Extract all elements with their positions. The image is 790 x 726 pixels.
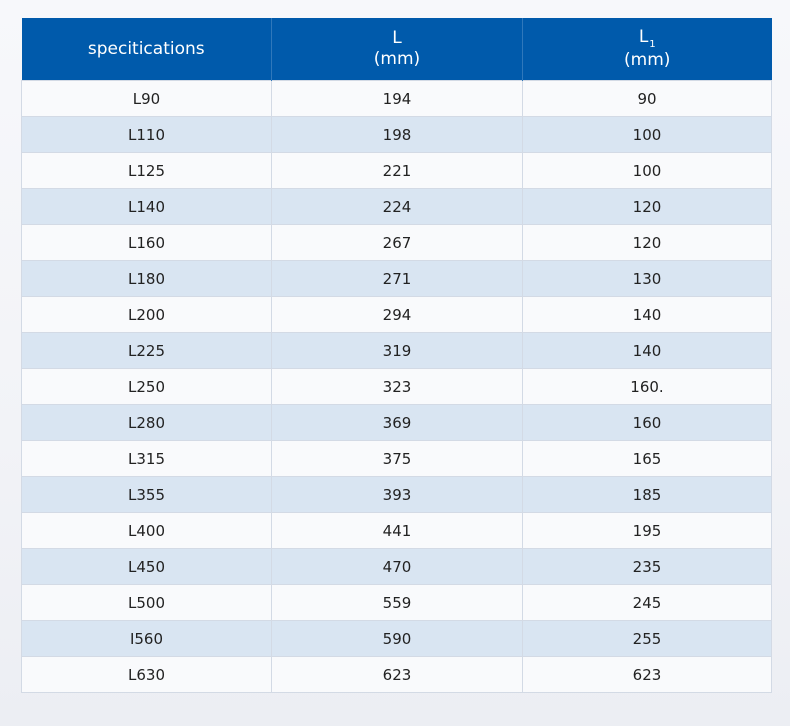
table-row: L160 267 120 xyxy=(21,224,772,261)
spec-cell: L225 xyxy=(21,332,272,369)
table-row: L630 623 623 xyxy=(21,656,772,693)
header-l-unit: (mm) xyxy=(373,49,421,69)
l-cell: 221 xyxy=(271,152,523,189)
table-row: L315 375 165 xyxy=(21,440,772,477)
l1-cell: 160 xyxy=(522,404,772,441)
table-row: L355 393 185 xyxy=(21,476,772,513)
spec-cell: L180 xyxy=(21,260,272,297)
spec-table: specitications L (mm) L1 (mm) L90 194 90 L1… xyxy=(21,18,772,693)
l-cell: 198 xyxy=(271,116,523,153)
table-header: specitications L (mm) L1 (mm) xyxy=(21,18,772,81)
l1-cell: 160. xyxy=(522,368,772,405)
header-l1: L1 (mm) xyxy=(522,18,772,81)
header-l1-label: L1 xyxy=(523,27,772,50)
table-row: L250 323 160. xyxy=(21,368,772,405)
spec-cell: L280 xyxy=(21,404,272,441)
l-cell: 590 xyxy=(271,620,523,657)
spec-cell: L630 xyxy=(21,656,272,693)
spec-cell: L90 xyxy=(21,80,272,117)
spec-cell: L110 xyxy=(21,116,272,153)
l-cell: 294 xyxy=(271,296,523,333)
l-cell: 224 xyxy=(271,188,523,225)
header-l1-subscript: 1 xyxy=(649,39,656,50)
spec-cell: L125 xyxy=(21,152,272,189)
header-l1-main: L xyxy=(638,27,649,47)
table-row: L140 224 120 xyxy=(21,188,772,225)
l1-cell: 140 xyxy=(522,332,772,369)
l1-cell: 120 xyxy=(522,224,772,261)
header-l1-unit: (mm) xyxy=(624,50,671,70)
spec-table-container: specitications L (mm) L1 (mm) L90 194 90 L1… xyxy=(21,18,772,693)
table-row: L500 559 245 xyxy=(21,584,772,621)
spec-cell: L160 xyxy=(21,224,272,261)
spec-cell: L500 xyxy=(21,584,272,621)
table-row: L225 319 140 xyxy=(21,332,772,369)
l-cell: 194 xyxy=(271,80,523,117)
l-cell: 323 xyxy=(271,368,523,405)
l-cell: 267 xyxy=(271,224,523,261)
table-row: L90 194 90 xyxy=(21,80,772,117)
table-row: L400 441 195 xyxy=(21,512,772,549)
spec-cell: L400 xyxy=(21,512,272,549)
l-cell: 271 xyxy=(271,260,523,297)
l-cell: 623 xyxy=(271,656,523,693)
l1-cell: 130 xyxy=(522,260,772,297)
table-row: L200 294 140 xyxy=(21,296,772,333)
l-cell: 375 xyxy=(271,440,523,477)
table-row: I560 590 255 xyxy=(21,620,772,657)
l1-cell: 100 xyxy=(522,152,772,189)
header-specifications-label: specitications xyxy=(87,38,205,59)
table-row: L180 271 130 xyxy=(21,260,772,297)
table-body: L90 194 90 L110 198 100 L125 221 100 L140 224 120 L1… xyxy=(21,80,772,693)
l1-cell: 140 xyxy=(522,296,772,333)
l-cell: 470 xyxy=(271,548,523,585)
l1-cell: 623 xyxy=(522,656,772,693)
header-l-label: L xyxy=(392,28,402,48)
l1-cell: 100 xyxy=(522,116,772,153)
l-cell: 559 xyxy=(271,584,523,621)
l1-cell: 195 xyxy=(522,512,772,549)
table-row: L110 198 100 xyxy=(21,116,772,153)
spec-cell: L450 xyxy=(21,548,272,585)
l1-cell: 165 xyxy=(522,440,772,477)
l1-cell: 120 xyxy=(522,188,772,225)
l-cell: 441 xyxy=(271,512,523,549)
l1-cell: 235 xyxy=(522,548,772,585)
table-row: L450 470 235 xyxy=(21,548,772,585)
spec-cell: L250 xyxy=(21,368,272,405)
l-cell: 369 xyxy=(271,404,523,441)
table-row: L280 369 160 xyxy=(21,404,772,441)
l-cell: 393 xyxy=(271,476,523,513)
header-row: specitications L (mm) L1 (mm) xyxy=(21,18,772,81)
header-specifications: specitications xyxy=(21,18,272,81)
l1-cell: 185 xyxy=(522,476,772,513)
spec-cell: L140 xyxy=(21,188,272,225)
spec-cell: L355 xyxy=(21,476,272,513)
table-row: L125 221 100 xyxy=(21,152,772,189)
l-cell: 319 xyxy=(271,332,523,369)
spec-cell: I560 xyxy=(21,620,272,657)
l1-cell: 90 xyxy=(522,80,772,117)
l1-cell: 255 xyxy=(522,620,772,657)
spec-cell: L200 xyxy=(21,296,272,333)
l1-cell: 245 xyxy=(522,584,772,621)
spec-cell: L315 xyxy=(21,440,272,477)
header-l: L (mm) xyxy=(271,18,523,81)
